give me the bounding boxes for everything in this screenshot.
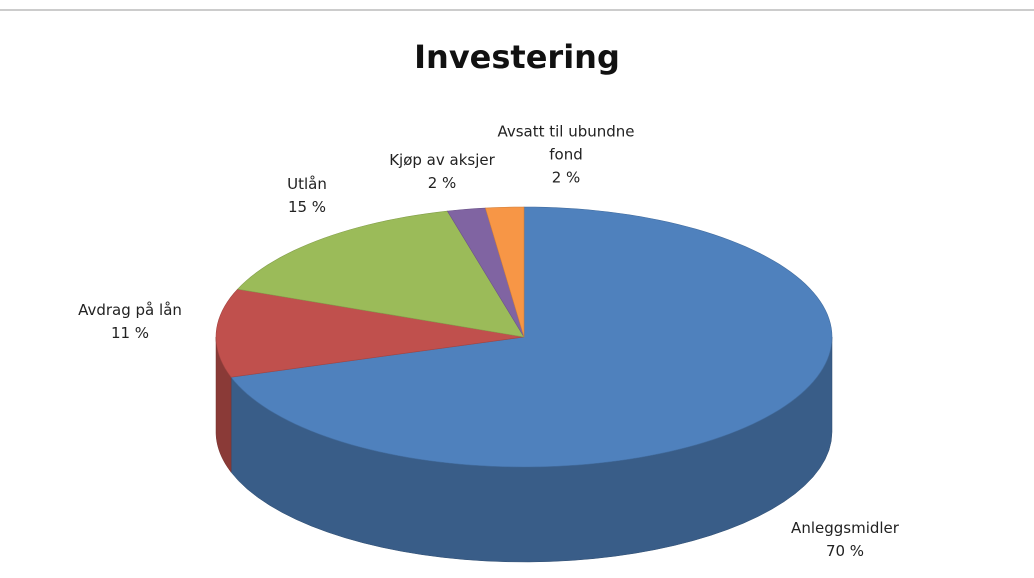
pie-slice (484, 206, 525, 338)
data-label: Avsatt til ubundne fond 2 % (486, 121, 646, 190)
value-label: 15 % (287, 198, 327, 216)
category-label: Utlån (287, 175, 327, 193)
value-label: 2 % (551, 168, 581, 187)
category-label: Anleggsmidler (791, 519, 899, 537)
data-label: Anleggsmidler 70 % (791, 517, 899, 563)
pie-slice (215, 288, 525, 378)
data-label: Avdrag på lån 11 % (78, 299, 182, 345)
category-label: Kjøp av aksjer (389, 151, 495, 169)
pie-slice (237, 210, 525, 338)
data-label: Utlån 15 % (287, 173, 327, 219)
pie-slice (230, 206, 833, 468)
value-label: 2 % (427, 174, 457, 192)
data-label: Kjøp av aksjer 2 % (389, 149, 495, 195)
value-label: 70 % (825, 542, 865, 560)
category-label: Avdrag på lån (78, 301, 182, 319)
chart-title: Investering (414, 38, 620, 76)
value-label: 11 % (110, 324, 150, 342)
category-label: Avsatt til ubundne fond (497, 122, 635, 164)
